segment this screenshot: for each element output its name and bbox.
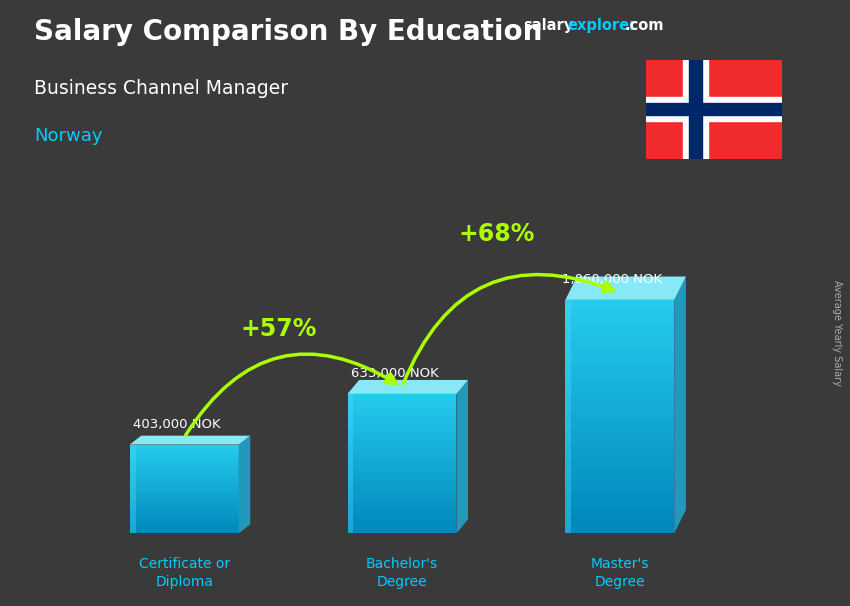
Text: explorer: explorer xyxy=(568,18,638,33)
Bar xyxy=(646,97,782,121)
Text: Business Channel Manager: Business Channel Manager xyxy=(34,79,288,98)
Bar xyxy=(646,103,782,115)
Polygon shape xyxy=(674,276,686,533)
Text: salary: salary xyxy=(523,18,573,33)
Text: .com: .com xyxy=(625,18,664,33)
Text: Master's
Degree: Master's Degree xyxy=(591,557,649,589)
Text: 1,060,000 NOK: 1,060,000 NOK xyxy=(563,273,663,286)
Text: +68%: +68% xyxy=(458,222,535,247)
Text: 633,000 NOK: 633,000 NOK xyxy=(351,367,439,380)
Polygon shape xyxy=(565,276,686,300)
Text: Norway: Norway xyxy=(34,127,103,145)
Text: Salary Comparison By Education: Salary Comparison By Education xyxy=(34,18,542,46)
Text: Bachelor's
Degree: Bachelor's Degree xyxy=(366,557,438,589)
Bar xyxy=(683,59,708,159)
Bar xyxy=(689,59,701,159)
Text: Certificate or
Diploma: Certificate or Diploma xyxy=(139,557,230,589)
Text: 403,000 NOK: 403,000 NOK xyxy=(133,418,221,430)
Polygon shape xyxy=(239,436,250,533)
Polygon shape xyxy=(456,380,468,533)
Polygon shape xyxy=(130,436,250,445)
Text: +57%: +57% xyxy=(241,316,317,341)
Text: Average Yearly Salary: Average Yearly Salary xyxy=(832,281,842,386)
Polygon shape xyxy=(348,380,468,394)
